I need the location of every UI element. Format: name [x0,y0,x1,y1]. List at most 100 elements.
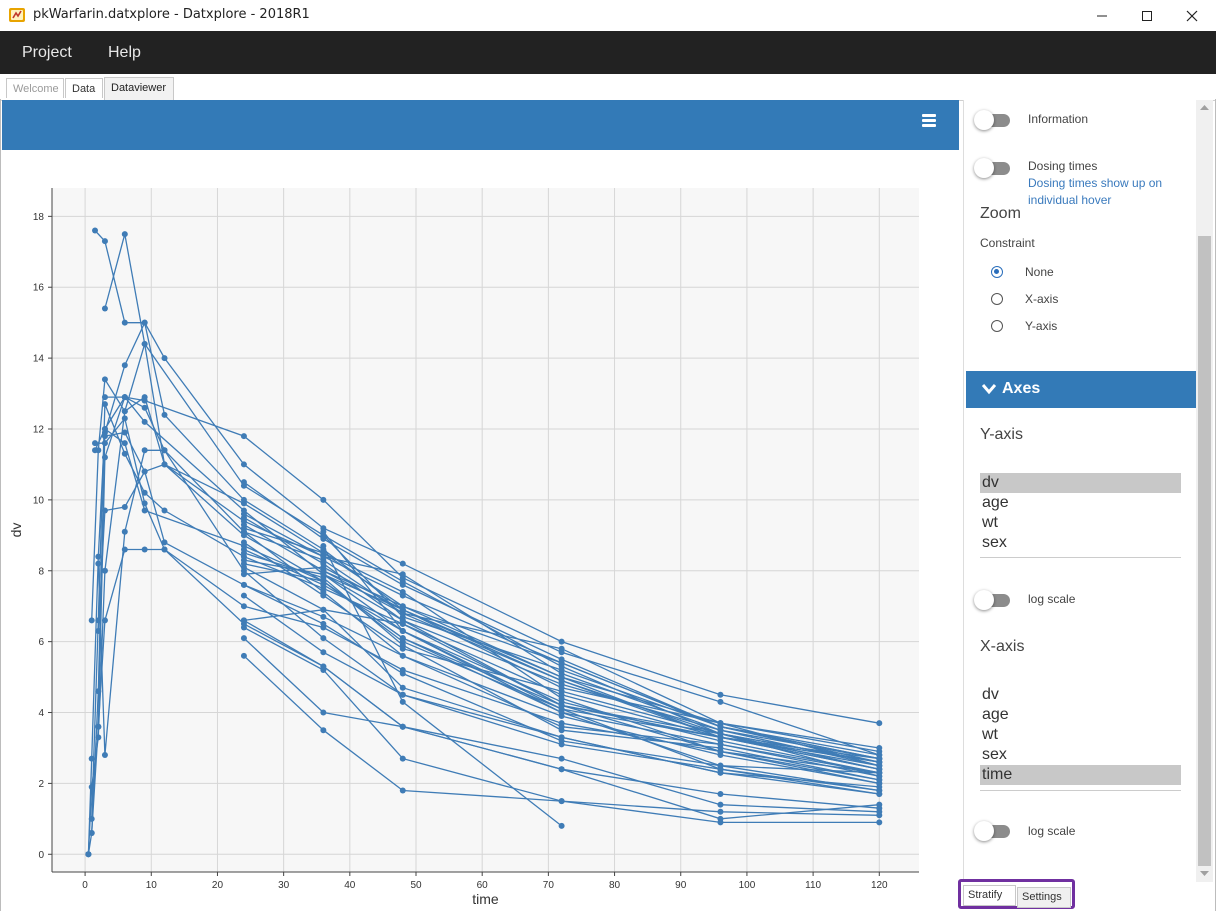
x-option-sex[interactable]: sex [982,746,1007,763]
dosing-times-toggle[interactable] [974,158,1010,178]
series-line [91,377,880,749]
data-point [121,408,128,415]
data-point [101,507,108,514]
data-point [399,755,406,762]
data-point [399,603,406,610]
x-tick-label: 90 [675,880,687,891]
data-point [95,628,102,635]
data-point [101,433,108,440]
data-point [876,748,883,755]
pk-line-chart[interactable]: 0 10 20 30 40 50 60 70 80 90 100 110 120 0 2 4 6 8 10 12 14 1… [2,150,959,909]
scrollbar-thumb[interactable] [1198,236,1211,866]
x-axis-label: time [472,891,499,907]
data-point [399,670,406,677]
data-point [101,401,108,408]
series-line [243,566,880,760]
title-bar: pkWarfarin.datxplore - Datxplore - 2018R… [0,0,1216,32]
x-tick-label: 20 [212,880,224,891]
tab-dataviewer[interactable]: Dataviewer [104,77,174,100]
plot-area: 0 10 20 30 40 50 60 70 80 90 100 110 120 0 2 4 6 8 10 12 14 1… [2,150,959,909]
data-point [141,340,148,347]
data-point [161,447,168,454]
y-option-sex[interactable]: sex [982,534,1007,551]
data-point [399,560,406,567]
y-option-wt[interactable]: wt [982,514,998,531]
axes-section-header[interactable]: Axes [966,371,1197,408]
dosing-hint-line1: Dosing times show up on [1028,176,1163,190]
data-point [95,560,102,567]
data-point [399,723,406,730]
data-point [121,415,128,422]
y-tick-label: 8 [38,566,44,577]
x-tick-label: 10 [146,880,158,891]
data-point [141,319,148,326]
data-point [161,507,168,514]
menu-bar: Project Help [0,31,1216,74]
data-point [101,617,108,624]
data-point [240,511,247,518]
tab-stratify[interactable]: Stratify [963,885,1016,906]
data-point [320,663,327,670]
series-line [243,637,880,813]
x-log-scale-toggle[interactable] [974,821,1010,841]
data-point [240,479,247,486]
data-point [101,752,108,759]
plot-background [52,188,919,872]
y-axis-listbox[interactable]: dv age wt sex [980,473,1181,553]
data-point [240,581,247,588]
data-point [88,830,95,837]
data-point [141,418,148,425]
close-icon [1186,10,1198,21]
data-point [240,539,247,546]
constraint-y-radio[interactable] [991,320,1003,332]
dosing-times-label: Dosing times [1028,159,1098,173]
scroll-up-icon[interactable] [1200,105,1209,111]
x-option-time[interactable]: time [980,765,1181,785]
minimize-button[interactable] [1079,0,1125,31]
y-tick-label: 16 [33,283,45,294]
information-toggle[interactable] [974,110,1010,130]
data-point [101,238,108,245]
data-point [876,808,883,815]
y-option-dv[interactable]: dv [980,473,1181,493]
tab-welcome[interactable]: Welcome [6,78,64,98]
data-point [558,659,565,666]
data-point [558,766,565,773]
data-point [85,851,92,858]
constraint-none-radio[interactable] [991,266,1003,278]
scroll-down-icon[interactable] [1200,871,1209,877]
data-point [717,698,724,705]
maximize-button[interactable] [1124,0,1170,31]
tab-settings[interactable]: Settings [1017,887,1071,908]
data-point [717,741,724,748]
sidebar-scrollbar[interactable] [1196,100,1213,882]
data-point [121,362,128,369]
y-log-scale-toggle[interactable] [974,590,1010,610]
data-point [558,695,565,702]
x-option-age[interactable]: age [982,706,1009,723]
x-option-wt[interactable]: wt [982,726,998,743]
constraint-x-radio[interactable] [991,293,1003,305]
data-point [121,429,128,436]
close-window-button[interactable] [1169,0,1215,31]
x-axis-listbox[interactable]: dv age wt sex time [980,685,1181,785]
x-tick-label: 60 [477,880,489,891]
constraint-none-label: None [1025,265,1054,279]
menu-project[interactable]: Project [22,44,72,61]
hamburger-menu-icon[interactable] [922,114,936,128]
data-point [240,635,247,642]
data-point [101,376,108,383]
axes-header-label: Axes [1002,380,1041,397]
data-point [141,507,148,514]
x-log-scale-label: log scale [1028,824,1076,838]
y-option-age[interactable]: age [982,494,1009,511]
data-point [717,730,724,737]
data-point [141,546,148,553]
x-option-dv[interactable]: dv [982,686,999,703]
tab-data[interactable]: Data [65,78,103,98]
data-point [320,606,327,613]
data-point [558,684,565,691]
data-point [558,670,565,677]
data-point [558,638,565,645]
menu-help[interactable]: Help [108,44,141,61]
